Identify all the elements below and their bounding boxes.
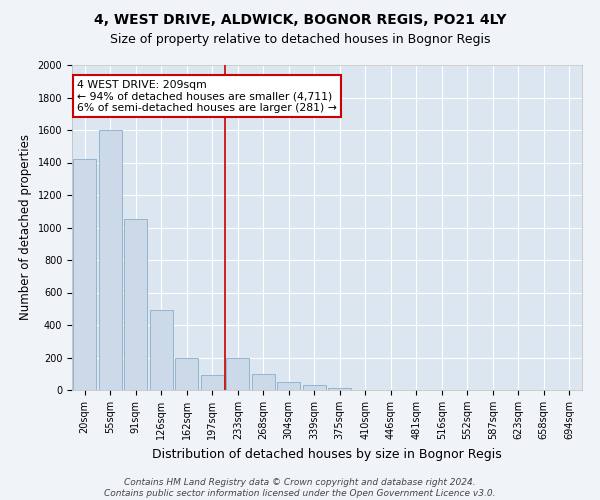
Y-axis label: Number of detached properties: Number of detached properties [19,134,32,320]
Bar [124,220,147,390]
Text: 4, WEST DRIVE, ALDWICK, BOGNOR REGIS, PO21 4LY: 4, WEST DRIVE, ALDWICK, BOGNOR REGIS, PO… [94,12,506,26]
Bar [226,358,249,390]
Bar [328,388,351,390]
X-axis label: Distribution of detached houses by size in Bognor Regis: Distribution of detached houses by size … [152,448,502,460]
Bar [252,374,275,390]
Bar [99,130,122,390]
Text: Contains HM Land Registry data © Crown copyright and database right 2024.
Contai: Contains HM Land Registry data © Crown c… [104,478,496,498]
Bar [150,310,173,390]
Text: Size of property relative to detached houses in Bognor Regis: Size of property relative to detached ho… [110,32,490,46]
Bar [303,385,326,390]
Bar [277,382,300,390]
Bar [73,159,96,390]
Text: 4 WEST DRIVE: 209sqm
← 94% of detached houses are smaller (4,711)
6% of semi-det: 4 WEST DRIVE: 209sqm ← 94% of detached h… [77,80,337,113]
Bar [175,358,198,390]
Bar [201,374,224,390]
